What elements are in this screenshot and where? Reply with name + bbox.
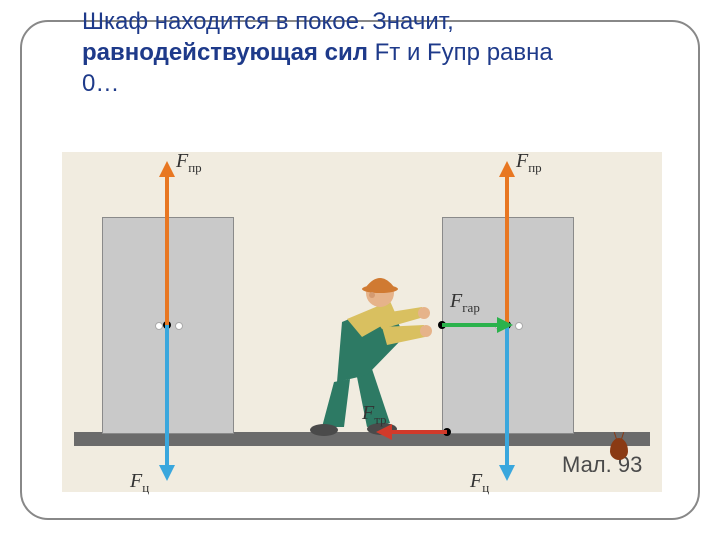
label-Fpr-left: Fпр — [176, 150, 202, 176]
cabinet-left-knob-r — [175, 322, 183, 330]
cabinet-right-knob-r — [515, 322, 523, 330]
label-Fts-right: Fц — [470, 470, 489, 496]
heading-line2-rest: Fт и Fупр равна — [375, 39, 553, 66]
label-Fpr-right: Fпр — [516, 150, 542, 176]
figure-caption: Мал. 93 — [562, 452, 642, 478]
label-Ftr: Fтр — [362, 402, 387, 428]
heading-line2-strong: равнодействующая сил — [82, 39, 375, 66]
heading-block: Шкаф находится в покое. Значит, равнодей… — [82, 6, 662, 100]
physics-diagram: Fпр Fпр Fц Fц Fгар Fтр Мал. 93 — [62, 142, 662, 502]
cabinet-left-knob-l — [155, 322, 163, 330]
worker-figure — [272, 267, 437, 437]
label-Fgar: Fгар — [450, 290, 480, 316]
heading-line1: Шкаф находится в покое. Значит, — [82, 8, 454, 35]
label-Fts-left: Fц — [130, 470, 149, 496]
content-frame: Шкаф находится в покое. Значит, равнодей… — [20, 20, 700, 520]
heading-line3: 0… — [82, 70, 119, 97]
beetle-icon — [610, 438, 628, 460]
